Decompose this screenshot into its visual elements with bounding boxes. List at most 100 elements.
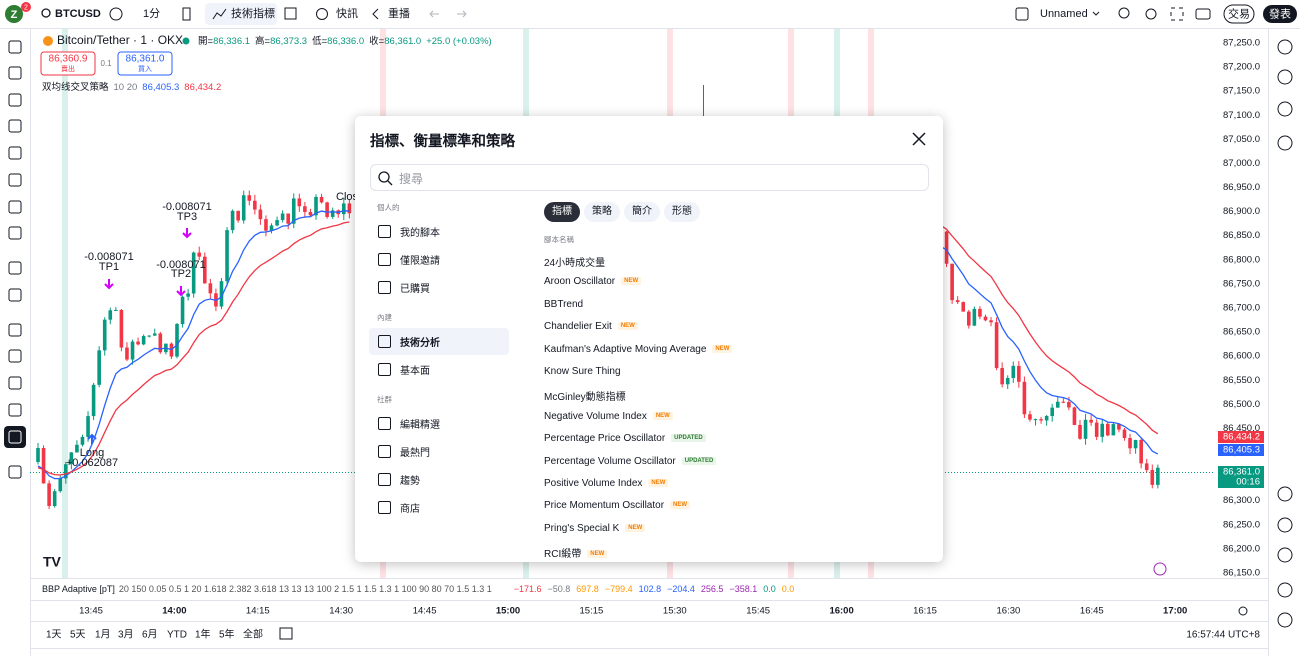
tool-icon[interactable] — [8, 119, 22, 133]
interval[interactable]: 1分 — [143, 7, 160, 20]
tool-icon[interactable] — [8, 349, 22, 363]
script-item[interactable]: Know Sure Thing — [544, 366, 621, 377]
ohlc-label: 高= — [255, 35, 271, 47]
sidebar-item[interactable]: 最熱門 — [400, 448, 430, 459]
script-item[interactable]: Kaufman's Adaptive Moving Average NEW — [544, 344, 733, 355]
publish-bg[interactable] — [1263, 5, 1297, 23]
tool-icon[interactable] — [8, 226, 22, 240]
sidebar-icon[interactable] — [1277, 101, 1293, 117]
icon[interactable] — [1170, 7, 1184, 21]
sidebar-item[interactable]: 僅限邀請 — [400, 256, 440, 267]
script-item[interactable]: Negative Volume Index NEW — [544, 411, 673, 422]
sidebar-item[interactable]: 商店 — [400, 504, 420, 515]
range-button[interactable]: 3月 — [118, 629, 134, 641]
sidebar-icon[interactable] — [1277, 486, 1293, 502]
search-box[interactable]: 搜尋 — [370, 164, 929, 191]
candle-body — [1061, 401, 1066, 403]
replay-button[interactable]: 重播 — [388, 6, 410, 20]
checkbox[interactable] — [1015, 7, 1029, 21]
candle-body — [1050, 407, 1054, 417]
sidebar-item[interactable]: 已購買 — [400, 284, 430, 295]
trade-button[interactable]: 交易 — [1228, 6, 1250, 20]
tool-icon[interactable] — [8, 288, 22, 302]
icon[interactable] — [1195, 8, 1211, 20]
script-item[interactable]: Positive Volume Index NEW — [544, 478, 669, 489]
range-button[interactable]: YTD — [167, 630, 187, 641]
tool-icon[interactable] — [8, 146, 22, 160]
close-button[interactable] — [912, 132, 926, 146]
icon[interactable] — [1118, 7, 1130, 19]
sidebar-item[interactable]: 趨勢 — [400, 476, 420, 487]
tab[interactable]: 簡介 — [624, 202, 660, 222]
sidebar-icon[interactable] — [1277, 39, 1293, 55]
range-button[interactable]: 5年 — [219, 628, 235, 641]
undo-redo[interactable] — [429, 10, 467, 18]
sidebar-item[interactable]: 編輯精選 — [400, 420, 440, 431]
sidebar-icon — [378, 445, 391, 458]
sidebar-item[interactable]: 我的腳本 — [400, 228, 440, 239]
range-button[interactable]: 5天 — [70, 630, 86, 641]
candle-body — [1022, 381, 1027, 415]
icon[interactable] — [1145, 8, 1157, 20]
sidebar-icon[interactable] — [1277, 582, 1293, 598]
tool-icon[interactable] — [8, 430, 22, 444]
tab[interactable]: 策略 — [584, 202, 620, 222]
script-item[interactable]: McGinley動態指標 — [544, 388, 626, 403]
settings-icon[interactable] — [1238, 606, 1248, 616]
candle-body — [102, 319, 107, 351]
candles — [36, 190, 1160, 510]
sidebar-icon[interactable] — [1277, 547, 1293, 563]
tool-icon[interactable] — [8, 376, 22, 390]
tool-icon[interactable] — [8, 261, 22, 275]
script-item[interactable]: Percentage Volume Oscillator UPDATED — [544, 456, 717, 467]
templates[interactable] — [284, 7, 297, 20]
chart-type[interactable] — [182, 7, 191, 21]
alerts-button[interactable]: 快訊 — [336, 6, 358, 20]
sell-label: 賣出 — [61, 64, 75, 73]
script-item[interactable]: BBTrend — [544, 299, 583, 310]
sidebar-icon[interactable] — [1277, 135, 1293, 151]
sidebar-icon[interactable] — [1277, 612, 1293, 628]
date-range-icon[interactable] — [279, 627, 293, 640]
script-item[interactable]: RCI緞帶 NEW — [544, 545, 608, 560]
add-symbol[interactable] — [109, 7, 123, 21]
script-item[interactable]: Aroon Oscillator NEW — [544, 276, 642, 287]
script-item[interactable]: Price Momentum Oscillator NEW — [544, 500, 691, 511]
tab[interactable]: 形態 — [664, 202, 700, 222]
candle-body — [36, 448, 40, 462]
tool-icon[interactable] — [8, 465, 22, 479]
avatar[interactable] — [5, 5, 23, 23]
range-button[interactable]: 1天 — [46, 630, 62, 641]
range-button[interactable]: 6月 — [142, 629, 158, 641]
tool-icon[interactable] — [8, 93, 22, 107]
event-icon[interactable] — [1153, 562, 1167, 576]
sidebar-item[interactable]: 基本面 — [400, 366, 430, 377]
trade-bg[interactable] — [1223, 4, 1255, 24]
sell-box[interactable] — [40, 51, 96, 76]
script-item[interactable]: Percentage Price Oscillator UPDATED — [544, 433, 706, 444]
range-button[interactable]: 全部 — [243, 628, 263, 641]
script-item[interactable]: Chandelier Exit NEW — [544, 321, 638, 332]
range-button[interactable]: 1年 — [195, 628, 211, 641]
search-icon — [378, 171, 393, 186]
tool-icon[interactable] — [8, 403, 22, 417]
script-item[interactable]: 24小時成交量 — [544, 254, 605, 269]
tool-icon[interactable] — [8, 40, 22, 54]
indicators-button[interactable]: 技術指標 — [231, 6, 275, 20]
script-item[interactable]: Pring's Special K NEW — [544, 523, 646, 534]
sidebar-icon[interactable] — [1277, 69, 1293, 85]
candle-body — [158, 333, 163, 353]
tool-icon[interactable] — [8, 173, 22, 187]
sidebar-icon[interactable] — [1277, 517, 1293, 533]
buy-box[interactable] — [117, 51, 173, 76]
tool-icon[interactable] — [8, 200, 22, 214]
publish-button[interactable]: 發表 — [1269, 6, 1291, 20]
sidebar-item[interactable]: 技術分析 — [400, 338, 440, 349]
slow-ma — [940, 225, 1159, 435]
tool-icon[interactable] — [8, 323, 22, 337]
range-button[interactable]: 1月 — [95, 629, 111, 641]
layout-name[interactable]: Unnamed — [1040, 8, 1088, 20]
tool-icon[interactable] — [8, 66, 22, 80]
symbol[interactable]: BTCUSD — [55, 8, 101, 20]
tab[interactable]: 指標 — [544, 202, 580, 222]
